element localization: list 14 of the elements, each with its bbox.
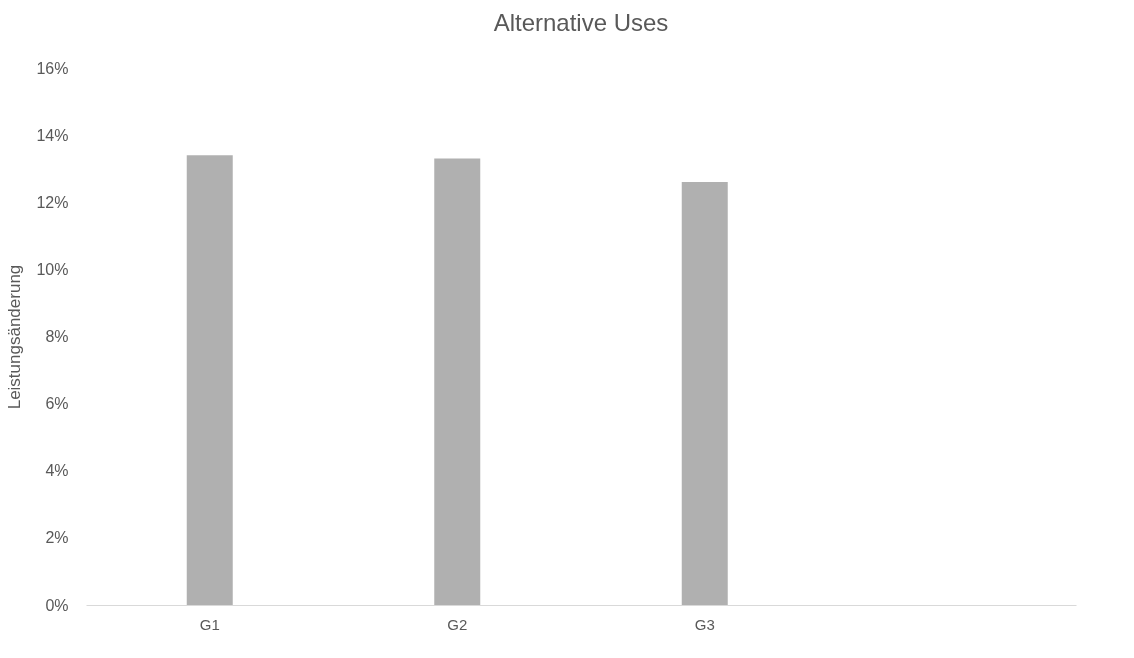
x-tick-label: G3	[694, 615, 715, 633]
y-tick-label: 6%	[45, 395, 69, 413]
y-tick-label: 0%	[45, 596, 69, 614]
chart-title: Alternative Uses	[493, 9, 669, 36]
y-tick-label: 14%	[36, 126, 69, 144]
y-tick-label: 4%	[45, 462, 69, 480]
x-tick-label: G1	[199, 615, 220, 633]
y-axis-title: Leistungsänderung	[5, 264, 25, 410]
y-tick-label: 10%	[36, 260, 69, 278]
y-tick-label: 12%	[36, 193, 69, 211]
x-tick-label: G2	[447, 615, 468, 633]
y-tick-label: 2%	[45, 529, 69, 547]
y-tick-label: 16%	[36, 59, 69, 77]
y-tick-label: 8%	[45, 328, 69, 345]
